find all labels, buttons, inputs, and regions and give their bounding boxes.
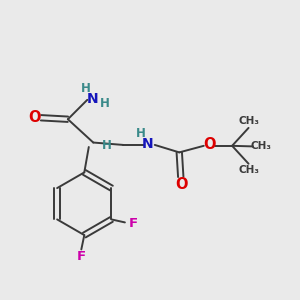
Text: N: N (87, 92, 98, 106)
Text: O: O (176, 176, 188, 191)
Text: O: O (28, 110, 41, 125)
Text: CH₃: CH₃ (251, 141, 272, 152)
Text: N: N (142, 137, 154, 151)
Text: CH₃: CH₃ (239, 116, 260, 126)
Text: O: O (203, 137, 216, 152)
Text: CH₃: CH₃ (239, 165, 260, 175)
Text: H: H (100, 97, 110, 110)
Text: H: H (102, 139, 112, 152)
Text: F: F (128, 217, 137, 230)
Text: H: H (136, 127, 146, 140)
Text: H: H (81, 82, 91, 95)
Text: F: F (77, 250, 86, 263)
